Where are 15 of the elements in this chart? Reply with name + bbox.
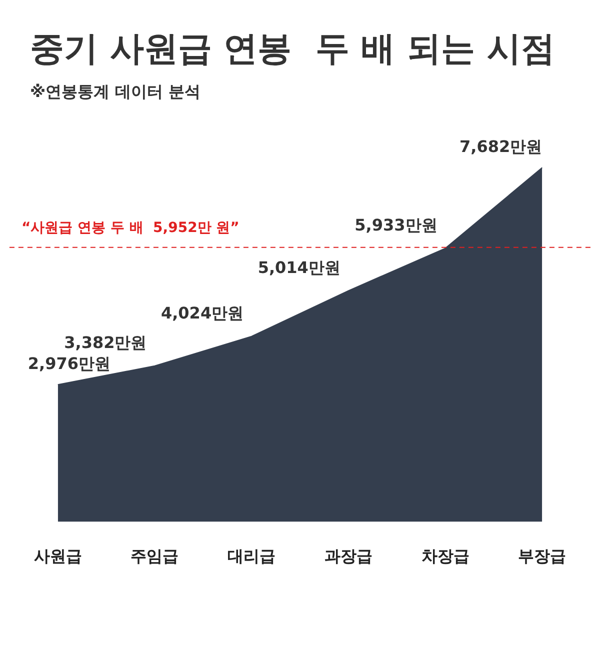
- x-tick-label: 부장급: [518, 546, 566, 566]
- x-tick-label: 대리급: [228, 546, 276, 566]
- x-tick-label: 주임급: [130, 546, 179, 566]
- x-tick-label: 차장급: [421, 546, 470, 566]
- data-label: 4,024만원: [160, 303, 244, 322]
- x-tick-label: 과장급: [324, 546, 372, 566]
- data-label: 3,382만원: [64, 333, 147, 352]
- chart-title: 중기 사원급 연봉 두 배 되는 시점: [29, 28, 556, 71]
- x-tick-label: 사원급: [34, 546, 82, 566]
- data-label: 7,682만원: [460, 136, 542, 156]
- data-label: 5,933만원: [354, 215, 438, 234]
- data-label: 2,976만원: [28, 354, 110, 373]
- chart-subtitle: ※연봉통계 데이터 분석: [29, 81, 202, 103]
- ref-line-label: “사원급 연봉 두 배 5,952만 원”: [21, 220, 240, 236]
- data-label: 5,014만원: [258, 258, 340, 277]
